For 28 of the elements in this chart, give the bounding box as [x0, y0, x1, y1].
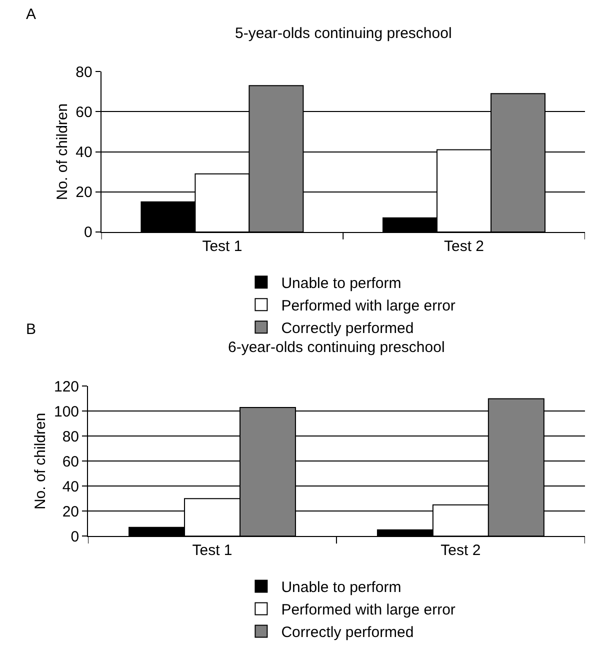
legend-label: Correctly performed: [281, 320, 414, 338]
y-tick-label: 60: [76, 104, 92, 121]
y-axis-title: No. of children: [32, 412, 50, 510]
y-tick-label: 40: [76, 144, 92, 162]
x-tick-label: Test 1: [202, 238, 242, 255]
y-tick-label: 20: [76, 184, 92, 202]
y-tick-label: 0: [84, 224, 92, 242]
y-tick-label: 20: [62, 503, 80, 520]
legend-label: Correctly performed: [281, 624, 414, 642]
y-tick-label: 60: [62, 453, 80, 470]
y-tick-label: 40: [62, 478, 80, 496]
y-axis-title: No. of children: [54, 103, 71, 200]
x-tick-label: Test 2: [444, 238, 484, 255]
legend-label: Performed with large error: [281, 602, 456, 619]
chart-title: 5-year-olds continuing preschool: [235, 25, 452, 42]
chart-title: 6-year-olds continuing preschool: [228, 339, 445, 356]
legend-label: Performed with large error: [281, 298, 456, 315]
x-tick-label: Test 2: [440, 542, 481, 560]
y-tick-label: 100: [54, 403, 80, 420]
legend-label: Unable to perform: [281, 275, 402, 292]
x-tick-label: Test 1: [192, 542, 232, 560]
y-tick-label: 120: [54, 378, 80, 396]
legend-label: Unable to perform: [281, 579, 402, 596]
y-tick-label: 80: [62, 428, 80, 446]
text: B: [26, 321, 36, 338]
y-tick-label: 80: [76, 64, 92, 81]
text: A: [26, 6, 36, 23]
y-tick-label: 0: [70, 528, 80, 546]
